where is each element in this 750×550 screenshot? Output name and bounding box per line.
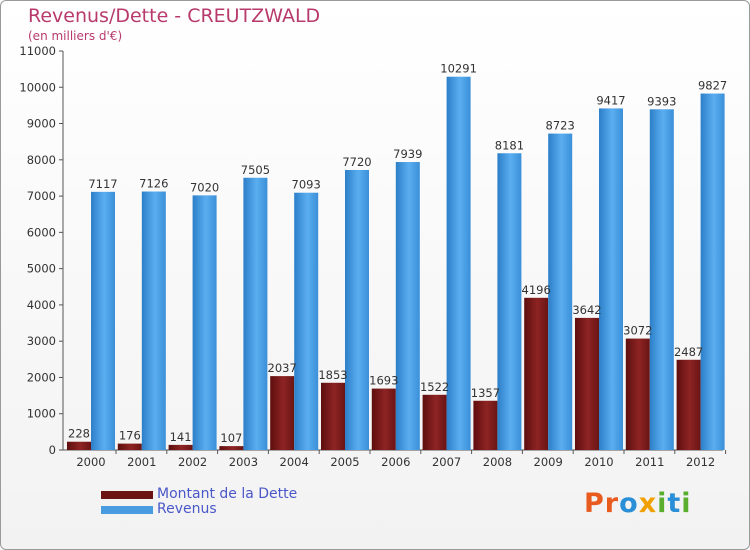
bar-debt [625,338,650,450]
data-label-revenus: 9827 [698,79,727,93]
data-label-debt: 1853 [318,368,347,382]
x-tick-label: 2006 [381,455,410,469]
x-tick-label: 2005 [330,455,359,469]
bar-revenus [497,153,522,451]
data-label-debt: 3072 [623,324,652,338]
data-label-debt: 107 [220,431,242,445]
x-tick-label: 2008 [483,455,512,469]
chart-title: Revenus/Dette - CREUTZWALD [28,5,321,27]
legend-swatch-revenus [101,506,153,514]
data-label-revenus: 8723 [546,119,575,133]
data-label-revenus: 7939 [393,147,422,161]
data-label-revenus: 8181 [495,138,524,152]
bar-revenus [345,169,369,450]
bar-debt [117,443,142,450]
y-tick-label: 6000 [27,225,56,239]
y-tick-label: 4000 [27,298,56,312]
x-tick-label: 2011 [635,455,664,469]
data-label-revenus: 7126 [139,177,168,191]
legend-swatch-debt [101,491,153,499]
data-label-revenus: 7505 [241,163,270,177]
bar-revenus [649,109,674,450]
y-tick-label: 9000 [27,117,56,131]
x-tick-label: 2007 [432,455,461,469]
bar-revenus [294,192,319,451]
data-label-debt: 176 [119,429,141,443]
data-label-revenus: 10291 [440,62,477,76]
y-tick-label: 5000 [27,262,56,276]
data-label-debt: 228 [68,427,90,441]
x-tick-label: 2003 [229,455,258,469]
y-tick-label: 8000 [27,153,56,167]
y-tick-label: 3000 [27,334,56,348]
bar-debt [575,317,599,450]
data-label-revenus: 9393 [647,94,676,108]
data-label-debt: 2037 [268,361,297,375]
bar-revenus [141,191,166,450]
bar-debt [321,382,345,450]
x-tick-label: 2010 [584,455,613,469]
bar-revenus [446,76,471,451]
bar-revenus [599,108,623,450]
data-label-debt: 141 [170,430,192,444]
data-label-debt: 3642 [572,303,601,317]
data-label-revenus: 7093 [292,178,321,192]
data-label-revenus: 7117 [88,177,117,191]
data-label-debt: 1693 [369,374,398,388]
y-tick-label: 0 [49,443,56,457]
y-tick-label: 2000 [27,370,56,384]
bar-debt [676,359,701,450]
x-tick-label: 2002 [178,455,207,469]
data-label-debt: 2487 [674,345,703,359]
bar-debt [473,400,498,450]
bar-debt [422,394,447,450]
x-tick-label: 2000 [76,455,105,469]
legend-label-revenus: Revenus [157,501,217,517]
data-label-debt: 1522 [420,380,449,394]
bar-debt [371,388,396,450]
bar-debt [168,444,193,450]
data-label-debt: 4196 [522,283,551,297]
x-tick-label: 2004 [280,455,309,469]
bar-debt [524,297,549,450]
x-tick-label: 2012 [686,455,715,469]
y-tick-label: 7000 [27,189,56,203]
y-tick-label: 10000 [19,80,56,94]
x-tick-label: 2001 [127,455,156,469]
bar-debt [270,376,295,450]
data-label-debt: 1357 [471,386,500,400]
bar-revenus [395,162,420,450]
y-tick-label: 1000 [27,407,56,421]
bar-revenus [192,195,217,450]
bar-revenus [700,93,725,450]
chart-subtitle: (en milliers d'€) [28,29,123,43]
data-label-revenus: 7020 [190,180,219,194]
bar-revenus [243,177,268,450]
bar-revenus [91,191,115,451]
data-label-revenus: 7720 [342,155,371,169]
bar-debt [67,441,91,450]
y-tick-label: 11000 [19,44,56,58]
data-label-revenus: 9417 [596,93,625,107]
x-tick-label: 2009 [534,455,563,469]
legend-label-debt: Montant de la Dette [157,486,298,502]
bar-debt [219,446,244,450]
proxiti-logo: Proxiti [584,488,692,519]
bar-revenus [548,133,573,450]
